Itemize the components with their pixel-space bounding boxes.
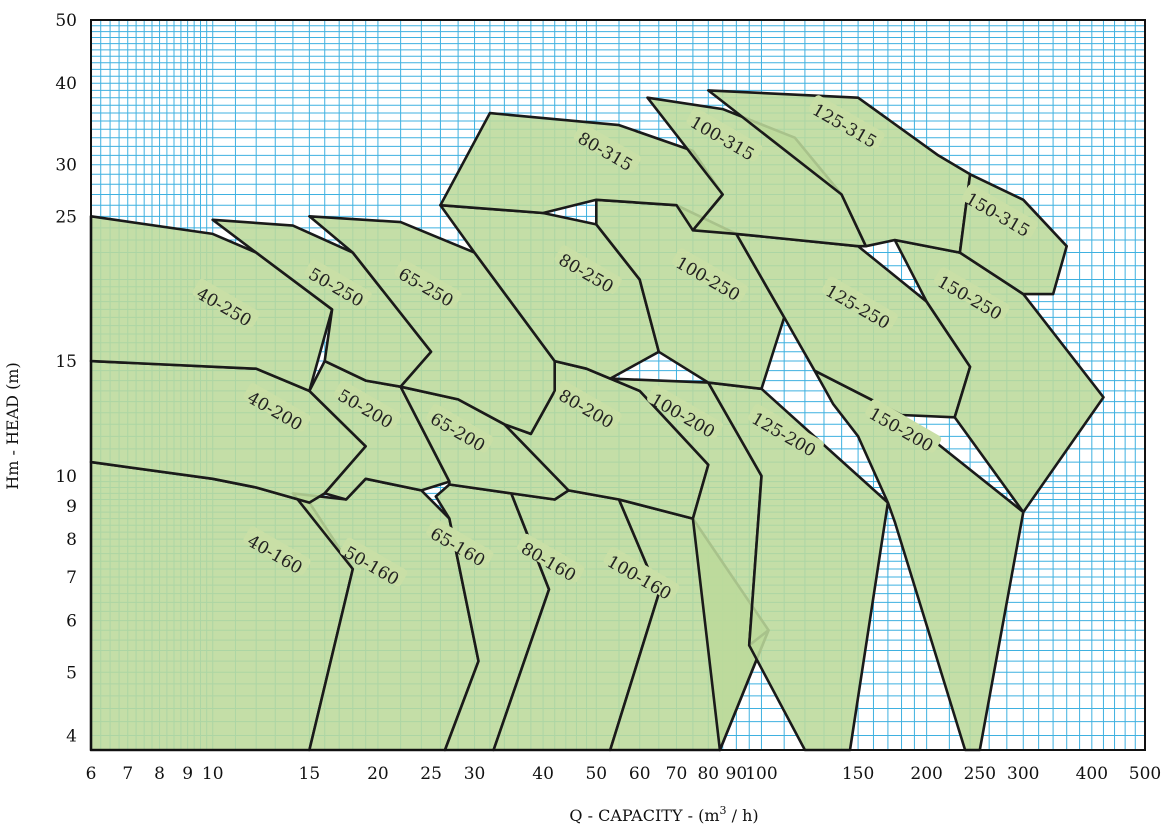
label-bg-100-315 [686,107,763,162]
y-tick-50: 50 [55,11,77,31]
region-80-315 [439,111,725,232]
y-tick-6: 6 [66,612,77,632]
x-tick-70: 70 [666,764,688,784]
y-tick-30: 30 [55,156,77,176]
label-bg-80-200 [554,380,622,430]
x-tick-150: 150 [842,764,874,784]
label-bg-65-200 [426,404,494,453]
label-bg-100-200 [647,385,723,439]
label-bg-125-315 [808,95,885,149]
x-tick-10: 10 [202,764,224,784]
x-tick-200: 200 [910,764,942,784]
plot-frame [90,19,1146,751]
x-tick-80: 80 [697,764,719,784]
label-bg-65-160 [426,519,494,568]
label-bg-150-250 [933,267,1010,321]
label-bg-50-250 [304,259,372,308]
label-bg-50-200 [333,380,402,430]
x-axis-title-tail: / h) [727,806,759,825]
label-bg-50-160 [340,537,408,587]
x-tick-300: 300 [1007,764,1039,784]
y-tick-15: 15 [55,352,77,372]
label-bg-100-250 [672,248,748,302]
x-tick-60: 60 [629,764,651,784]
x-tick-90: 90 [726,764,748,784]
pump-regions [89,89,1105,752]
y-tick-labels: 4 5 6 7 8 9 10 15 25 30 40 50 [55,11,77,746]
label-bg-150-315 [962,184,1038,238]
x-tick-7: 7 [122,764,133,784]
x-tick-8: 8 [154,764,165,784]
label-bg-40-250 [192,279,260,328]
y-axis-title: Hm - HEAD (m) [3,362,22,489]
x-tick-250: 250 [964,764,996,784]
x-axis-title: Q - CAPACITY - (m3 / h) [569,804,758,825]
y-tick-10: 10 [55,467,77,487]
label-bg-80-315 [573,123,641,173]
label-bg-40-160 [243,526,311,575]
x-tick-100: 100 [745,764,777,784]
x-tick-400: 400 [1076,764,1108,784]
label-bg-150-200 [865,399,942,453]
label-bg-65-250 [394,259,462,308]
label-bg-100-160 [603,547,680,601]
y-tick-40: 40 [55,74,77,94]
y-tick-4: 4 [66,726,77,746]
x-tick-500: 500 [1129,764,1161,784]
label-bg-125-250 [821,276,898,331]
x-tick-6: 6 [86,764,97,784]
y-tick-9: 9 [66,497,77,517]
x-axis-title-sup: 3 [720,804,727,817]
y-tick-8: 8 [66,530,77,550]
label-bg-80-250 [554,245,622,294]
x-tick-30: 30 [464,764,486,784]
y-tick-25: 25 [55,207,77,227]
x-tick-9: 9 [182,764,193,784]
x-tick-15: 15 [299,764,321,784]
x-tick-25: 25 [420,764,442,784]
x-tick-20: 20 [367,764,389,784]
y-tick-7: 7 [66,568,77,588]
label-bg-125-200 [748,404,824,458]
x-tick-40: 40 [532,764,554,784]
y-tick-5: 5 [66,663,77,683]
x-tick-50: 50 [585,764,607,784]
x-axis-title-main: Q - CAPACITY - (m [569,806,719,825]
label-bg-40-200 [243,383,311,432]
region-50-250 [211,218,433,389]
region-150-200 [813,369,1025,752]
region-65-250 [308,215,557,436]
region-80-250 [439,203,661,380]
label-bg-80-160 [517,533,585,583]
